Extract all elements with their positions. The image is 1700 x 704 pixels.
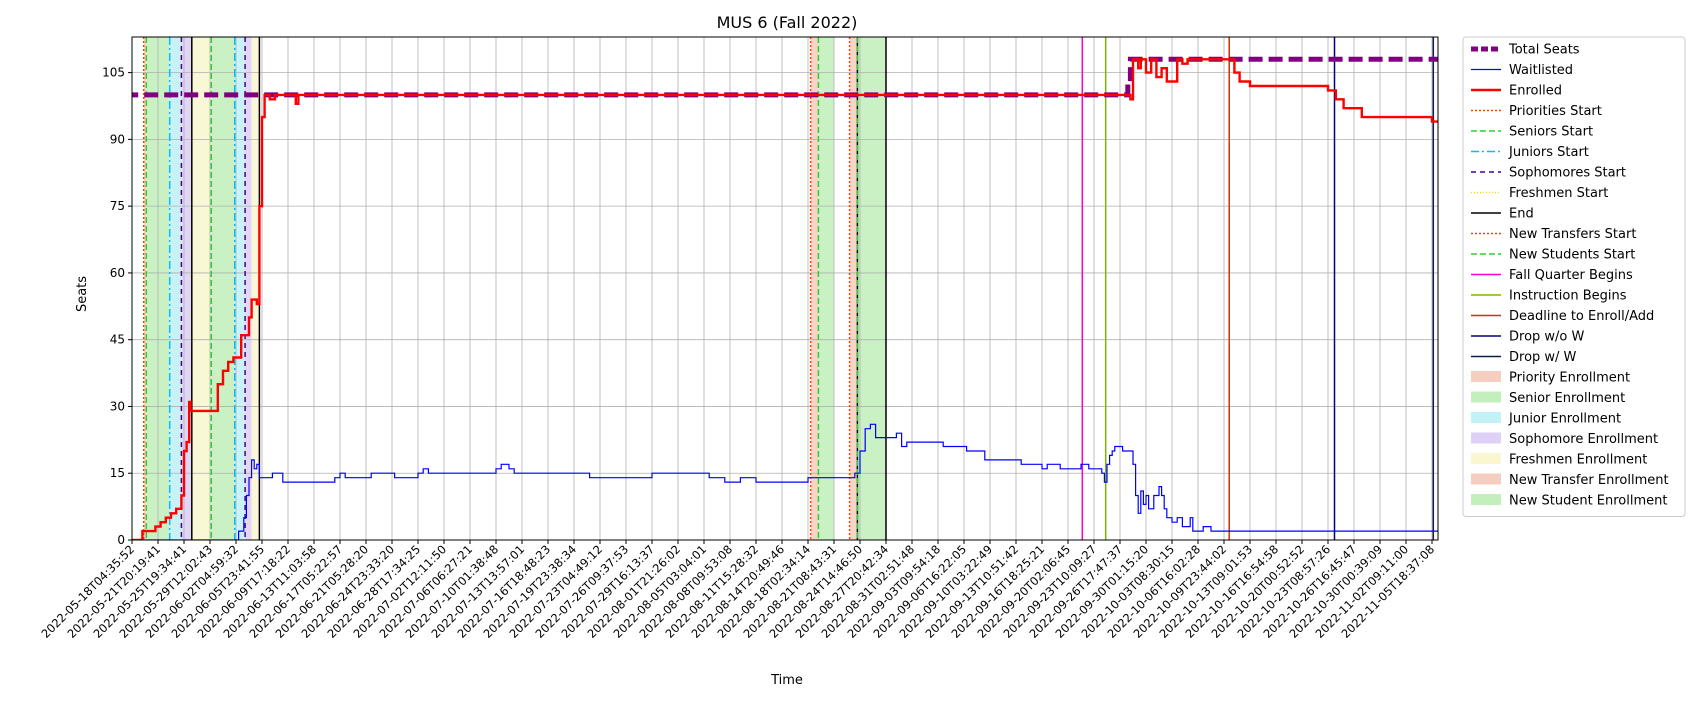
y-tick-label: 90 (110, 132, 125, 146)
legend-label: Sophomore Enrollment (1509, 432, 1658, 447)
legend-label: Waitlisted (1509, 63, 1573, 78)
legend-swatch (1471, 473, 1501, 485)
span-sophomore-enrollment (181, 37, 192, 540)
span-freshmen-enrollment (251, 37, 260, 540)
plot-background (132, 37, 1438, 540)
legend-label: End (1509, 207, 1534, 222)
span-sophomore-enrollment (245, 37, 252, 540)
legend-label: Instruction Begins (1509, 289, 1627, 304)
span-new-student-enrollment (857, 37, 886, 540)
legend-label: New Student Enrollment (1509, 494, 1667, 509)
legend-label: Junior Enrollment (1508, 412, 1621, 427)
span-freshmen-enrollment (191, 37, 212, 540)
legend-label: Total Seats (1508, 43, 1580, 58)
series-group (132, 56, 1438, 540)
legend-label: Freshmen Enrollment (1509, 453, 1647, 468)
legend-label: Freshmen Start (1509, 186, 1608, 201)
legend-label: Priority Enrollment (1509, 371, 1630, 386)
y-tick-label: 105 (102, 66, 125, 80)
legend-label: New Transfer Enrollment (1509, 473, 1669, 488)
y-tick-label: 60 (110, 266, 125, 280)
legend-label: New Students Start (1509, 248, 1635, 263)
legend-box (1462, 36, 1686, 517)
chart-title: MUS 6 (Fall 2022) (717, 13, 858, 32)
span-senior-enrollment (211, 37, 235, 540)
y-tick-label: 45 (110, 333, 125, 347)
legend-label: Fall Quarter Begins (1509, 268, 1633, 283)
y-axis-label: Seats (75, 276, 90, 312)
series-enrolled (132, 58, 1438, 540)
plot-frame (131, 36, 1439, 541)
y-tick-label: 15 (110, 466, 125, 480)
y-tick-label: 0 (117, 533, 125, 547)
legend-swatch (1471, 453, 1501, 464)
span-priority-enrollment (143, 37, 147, 540)
legend-label: New Transfers Start (1509, 227, 1636, 242)
legend-swatch (1471, 391, 1501, 403)
legend-label: Drop w/ W (1509, 350, 1577, 365)
y-tick-label: 30 (110, 399, 125, 413)
series-waitlisted (132, 423, 1438, 540)
legend-swatch (1471, 432, 1501, 444)
legend-label: Sophomores Start (1509, 166, 1626, 181)
x-axis-label: Time (770, 673, 803, 688)
legend-label: Deadline to Enroll/Add (1509, 309, 1654, 324)
legend-label: Priorities Start (1509, 104, 1602, 119)
legend-swatch (1471, 412, 1501, 423)
legend-label: Juniors Start (1508, 145, 1589, 160)
legend-label: Senior Enrollment (1509, 391, 1625, 406)
legend-label: Enrolled (1509, 84, 1562, 99)
span-new-transfer-enrollment (849, 37, 858, 540)
y-tick-label: 75 (110, 199, 125, 213)
plot-area: 01530456075901052022-05-18T04:35:522022-… (38, 36, 1439, 641)
legend: Total Seats Waitlisted Enrolled Priorities … (1462, 36, 1686, 517)
span-new-student-enrollment (818, 37, 834, 540)
span-new-transfer-enrollment (810, 37, 819, 540)
legend-label: Seniors Start (1509, 125, 1593, 140)
span-junior-enrollment (234, 37, 246, 540)
legend-swatch (1471, 371, 1501, 382)
legend-label: Drop w/o W (1509, 330, 1585, 345)
legend-swatch (1471, 494, 1501, 505)
span-junior-enrollment (169, 37, 182, 540)
